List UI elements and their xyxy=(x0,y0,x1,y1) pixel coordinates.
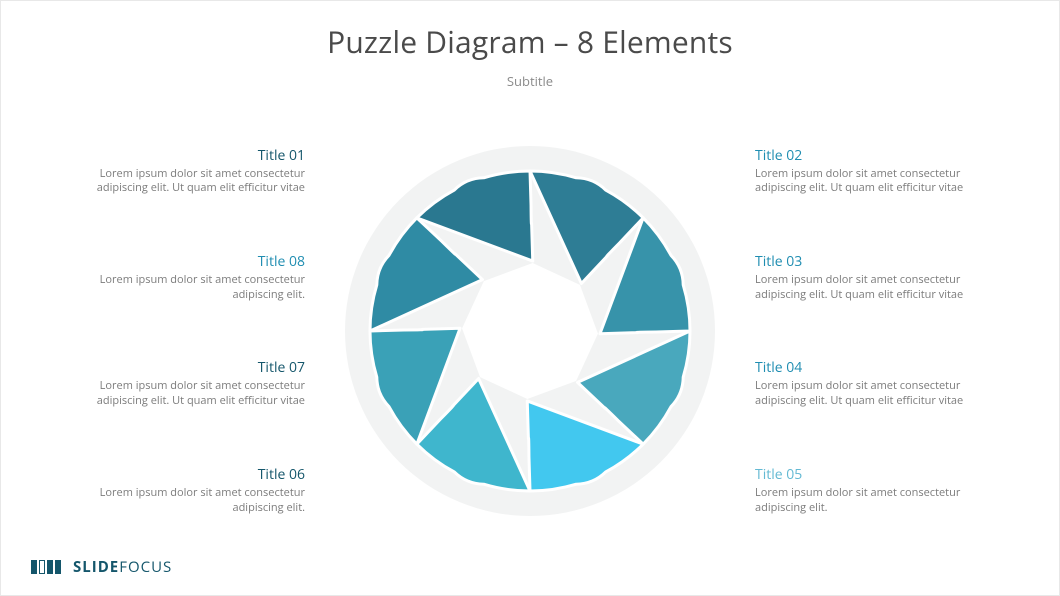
header: Puzzle Diagram – 8 Elements Subtitle xyxy=(1,1,1059,90)
aperture-hole xyxy=(462,263,598,399)
item-title: Title 04 xyxy=(755,358,995,377)
item-title: Title 02 xyxy=(755,146,995,165)
slide: Puzzle Diagram – 8 Elements Subtitle Tit… xyxy=(0,0,1060,596)
item-title: Title 06 xyxy=(65,465,305,484)
puzzle-diagram xyxy=(345,146,715,516)
item-title: Title 03 xyxy=(755,252,995,271)
item-title: Title 08 xyxy=(65,252,305,271)
item-body: Lorem ipsum dolor sit amet consectetur a… xyxy=(65,273,305,303)
list-item: Title 08 Lorem ipsum dolor sit amet cons… xyxy=(65,252,305,303)
list-item: Title 04 Lorem ipsum dolor sit amet cons… xyxy=(755,358,995,409)
right-column: Title 02 Lorem ipsum dolor sit amet cons… xyxy=(715,141,995,521)
list-item: Title 01 Lorem ipsum dolor sit amet cons… xyxy=(65,146,305,197)
item-body: Lorem ipsum dolor sit amet consectetur a… xyxy=(755,379,995,409)
brand-text: SLIDEFOCUS xyxy=(73,557,172,577)
brand-light: FOCUS xyxy=(119,557,172,577)
brand-bold: SLIDE xyxy=(73,557,119,577)
brand-bars-icon xyxy=(31,560,63,574)
item-body: Lorem ipsum dolor sit amet consectetur a… xyxy=(65,486,305,516)
list-item: Title 06 Lorem ipsum dolor sit amet cons… xyxy=(65,465,305,516)
list-item: Title 03 Lorem ipsum dolor sit amet cons… xyxy=(755,252,995,303)
item-title: Title 07 xyxy=(65,358,305,377)
item-body: Lorem ipsum dolor sit amet consectetur a… xyxy=(755,273,995,303)
item-body: Lorem ipsum dolor sit amet consectetur a… xyxy=(755,486,995,516)
item-title: Title 05 xyxy=(755,465,995,484)
puzzle-ring-svg xyxy=(365,166,695,496)
item-title: Title 01 xyxy=(65,146,305,165)
list-item: Title 02 Lorem ipsum dolor sit amet cons… xyxy=(755,146,995,197)
item-body: Lorem ipsum dolor sit amet consectetur a… xyxy=(755,167,995,197)
brand-logo: SLIDEFOCUS xyxy=(31,557,172,577)
page-subtitle: Subtitle xyxy=(1,72,1059,90)
content-area: Title 01 Lorem ipsum dolor sit amet cons… xyxy=(1,116,1059,545)
page-title: Puzzle Diagram – 8 Elements xyxy=(1,21,1059,62)
item-body: Lorem ipsum dolor sit amet consectetur a… xyxy=(65,167,305,197)
list-item: Title 05 Lorem ipsum dolor sit amet cons… xyxy=(755,465,995,516)
list-item: Title 07 Lorem ipsum dolor sit amet cons… xyxy=(65,358,305,409)
item-body: Lorem ipsum dolor sit amet consectetur a… xyxy=(65,379,305,409)
left-column: Title 01 Lorem ipsum dolor sit amet cons… xyxy=(65,141,345,521)
